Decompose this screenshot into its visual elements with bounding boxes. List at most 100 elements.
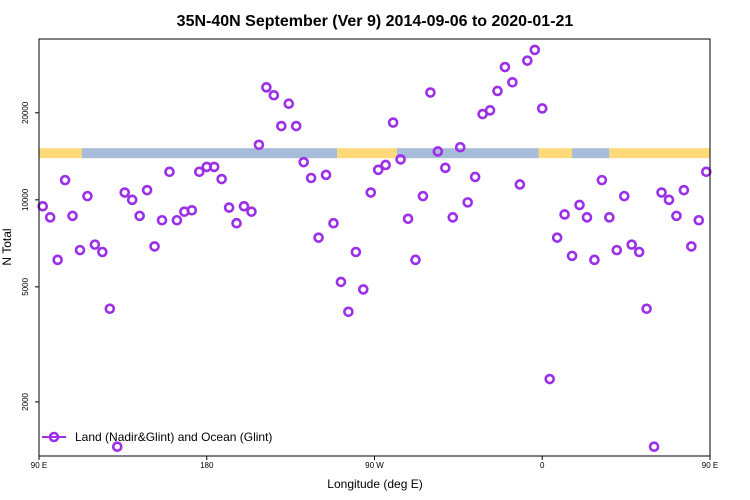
data-point-75 [596, 174, 608, 186]
data-point-69 [551, 232, 563, 243]
data-point-48 [395, 154, 406, 165]
data-point-53 [432, 146, 444, 157]
data-point-17 [164, 166, 175, 178]
data-point-37 [313, 232, 324, 243]
x-tick-label-3: 0 [540, 461, 545, 470]
data-point-56 [454, 141, 466, 153]
y-tick-label-3: 20000 [21, 101, 30, 124]
data-point-27 [238, 200, 250, 212]
data-point-51 [417, 190, 429, 202]
y-tick-label-0: 2000 [21, 392, 30, 410]
data-point-36 [305, 172, 317, 184]
data-point-84 [663, 194, 675, 206]
data-point-9 [104, 303, 116, 315]
data-point-29 [253, 139, 265, 151]
data-point-79 [626, 239, 638, 250]
data-point-47 [387, 117, 399, 128]
data-point-63 [507, 76, 518, 88]
data-point-6 [82, 190, 93, 202]
data-point-61 [492, 85, 503, 97]
x-axis: 90 E 180 90 W 0 90 E [31, 456, 718, 470]
data-point-83 [656, 187, 667, 198]
band-segment-land-8 [609, 148, 710, 159]
data-point-42 [350, 246, 362, 258]
band-segment-ocean-7 [572, 148, 610, 159]
data-point-57 [462, 197, 473, 208]
data-point-18 [171, 214, 183, 226]
data-point-12 [126, 194, 138, 206]
data-point-44 [365, 187, 377, 198]
data-point-2 [52, 254, 63, 266]
data-point-30 [261, 82, 272, 93]
data-point-24 [216, 173, 227, 185]
band-segment-ocean-5 [396, 148, 539, 159]
band-segment-land-4 [359, 148, 397, 159]
data-point-54 [440, 162, 451, 174]
x-tick-label-0: 90 E [31, 461, 47, 470]
data-point-72 [574, 199, 585, 211]
data-point-16 [156, 214, 168, 226]
band-segment-land-0 [39, 148, 82, 159]
data-point-43 [358, 284, 369, 295]
data-point-58 [469, 171, 481, 183]
data-point-32 [276, 120, 287, 132]
data-point-80 [633, 246, 645, 258]
data-point-77 [611, 244, 623, 256]
data-point-40 [335, 276, 347, 288]
data-point-35 [298, 156, 309, 168]
data-point-46 [380, 159, 391, 171]
data-point-10 [111, 441, 123, 452]
data-point-13 [134, 210, 145, 222]
data-point-64 [514, 179, 526, 190]
data-point-8 [97, 246, 108, 258]
y-axis-label: N Total [0, 228, 14, 265]
data-point-60 [484, 105, 496, 116]
data-point-70 [559, 209, 570, 220]
data-point-34 [290, 120, 302, 132]
data-point-49 [402, 213, 414, 225]
data-point-7 [89, 239, 101, 250]
data-point-78 [618, 190, 630, 202]
band-segment-land-3 [337, 148, 360, 159]
data-point-62 [499, 61, 511, 73]
band-segment-land-6 [538, 148, 573, 159]
data-point-85 [671, 210, 682, 222]
data-point-74 [589, 254, 600, 266]
data-point-28 [246, 206, 257, 217]
data-point-55 [447, 212, 459, 223]
x-tick-label-2: 90 W [365, 461, 384, 470]
data-point-31 [268, 89, 280, 101]
data-point-82 [648, 441, 660, 452]
data-point-39 [328, 217, 339, 229]
legend-marker-swatch [48, 431, 60, 443]
data-point-38 [320, 169, 332, 181]
data-point-26 [231, 217, 242, 229]
data-point-76 [604, 212, 615, 223]
y-tick-label-1: 5000 [21, 277, 30, 295]
legend-entry-label: Land (Nadir&Glint) and Ocean (Glint) [75, 430, 272, 444]
data-point-3 [59, 174, 71, 186]
data-point-15 [149, 241, 160, 252]
data-point-71 [566, 250, 578, 262]
x-tick-label-4: 90 E [702, 461, 718, 470]
data-point-50 [410, 254, 421, 266]
data-point-14 [141, 184, 153, 196]
data-point-68 [544, 373, 556, 385]
data-point-67 [536, 103, 548, 114]
data-point-41 [343, 306, 354, 318]
data-point-65 [522, 55, 533, 66]
band-segment-ocean-1 [81, 148, 116, 159]
data-point-1 [44, 212, 56, 223]
legend: Land (Nadir&Glint) and Ocean (Glint) [42, 430, 272, 444]
y-tick-label-2: 10000 [21, 188, 30, 211]
x-tick-label-1: 180 [200, 461, 214, 470]
x-axis-label: Longitude (deg E) [327, 477, 422, 491]
data-point-88 [693, 214, 705, 226]
data-point-66 [529, 44, 541, 56]
data-point-20 [186, 205, 198, 216]
band-segment-ocean-2 [115, 148, 338, 159]
data-point-25 [223, 202, 235, 213]
data-point-5 [74, 244, 86, 256]
